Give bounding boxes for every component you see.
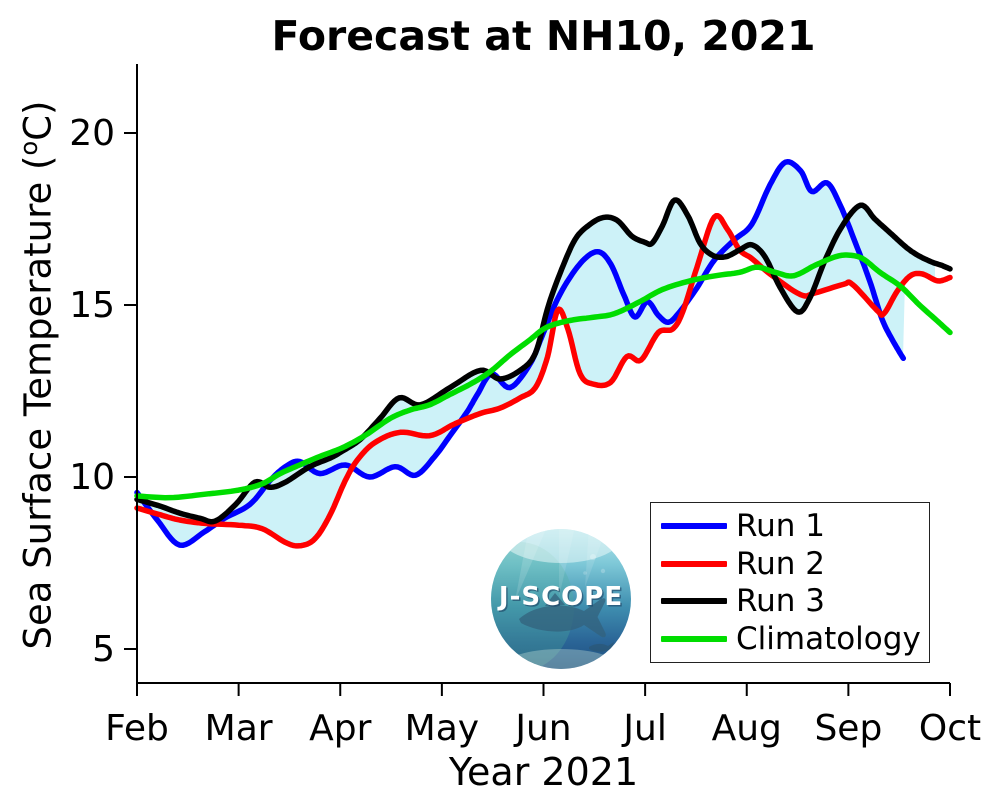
legend-label: Run 2 <box>736 545 826 582</box>
tick-labels: 20 15 10 5 Feb Mar Apr May Jun Jul Aug Sep Oct <box>69 113 981 749</box>
x-tick-label: Jun <box>513 708 571 749</box>
degree-superscript: o <box>15 140 43 156</box>
jscope-logo: J-SCOPE J-SCOPE <box>491 529 631 669</box>
light-ray <box>559 529 575 597</box>
legend-item-run-2: Run 2 <box>661 545 929 582</box>
y-axis-label: Sea Surface Temperature (oC) <box>15 100 60 650</box>
x-tick-label: Sep <box>814 708 882 749</box>
axes <box>124 64 951 696</box>
y-tick-label: 5 <box>92 629 115 670</box>
x-tick-label: Oct <box>919 708 981 749</box>
logo-text-shadow: J-SCOPE <box>498 584 624 614</box>
y-tick-label: 10 <box>69 457 115 498</box>
series-line-run-2 <box>134 212 953 549</box>
x-tick-label: Aug <box>712 708 782 749</box>
legend-item-run-1: Run 1 <box>661 507 929 544</box>
light-ray <box>585 529 607 587</box>
series-line-run-3 <box>134 197 953 525</box>
legend-line-sample <box>661 522 727 529</box>
chart-title: Forecast at NH10, 2021 <box>271 12 816 60</box>
legend-label: Climatology <box>736 621 921 658</box>
x-tick-label: Mar <box>205 708 273 749</box>
legend: Run 1 Run 2 Run 3 Climatology <box>650 502 930 663</box>
logo-seafloor-glow <box>503 649 619 669</box>
bubble <box>600 568 606 574</box>
legend-line-sample <box>661 560 727 567</box>
x-tick-label: Apr <box>309 708 371 749</box>
legend-item-climatology: Climatology <box>661 621 929 658</box>
y-tick-label: 20 <box>69 113 115 154</box>
fish-dorsal-fin <box>545 593 565 606</box>
logo-surface-glow <box>499 529 623 563</box>
fish-silhouette <box>519 598 606 638</box>
x-tick-label: May <box>405 708 479 749</box>
legend-item-run-3: Run 3 <box>661 583 929 620</box>
series-line-run-1 <box>134 159 907 549</box>
legend-label: Run 3 <box>736 583 826 620</box>
series-line-climatology <box>134 252 953 501</box>
x-axis-label: Year 2021 <box>448 750 639 794</box>
x-tick-label: Feb <box>105 708 169 749</box>
small-fish-silhouette <box>589 642 614 653</box>
x-tick-label: Jul <box>621 708 666 749</box>
legend-line-sample <box>661 598 727 605</box>
logo-text: J-SCOPE <box>497 582 623 612</box>
legend-line-sample <box>661 636 727 643</box>
legend-label: Run 1 <box>736 507 826 544</box>
data-series <box>134 159 953 549</box>
light-ray <box>515 529 547 601</box>
bubble <box>583 571 587 575</box>
y-tick-label: 15 <box>69 285 115 326</box>
bubble <box>590 554 596 560</box>
